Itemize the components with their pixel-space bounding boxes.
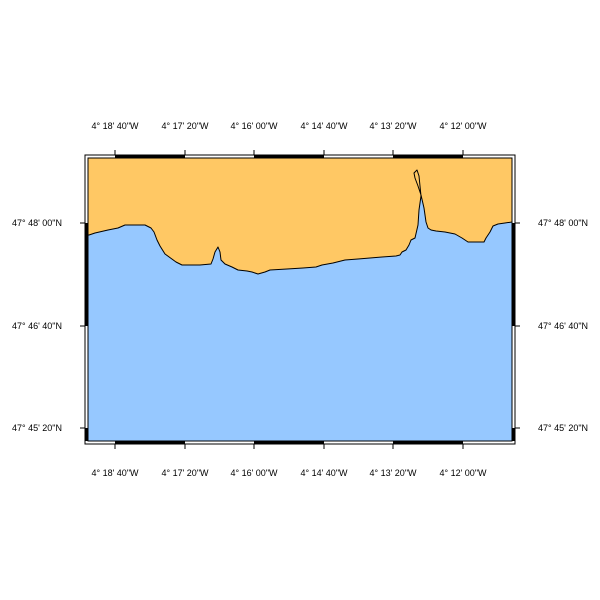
lon-label-bottom-4: 4° 14' 40"W bbox=[300, 468, 348, 478]
frame-border-right bbox=[512, 223, 515, 441]
lat-label-left-1: 47° 48' 00"N bbox=[12, 218, 62, 228]
lat-label-right-2: 47° 46' 40"N bbox=[538, 321, 588, 331]
lon-label-top-1: 4° 18' 40"W bbox=[91, 121, 139, 131]
lon-label-top-2: 4° 17' 20"W bbox=[161, 121, 209, 131]
land-area bbox=[87, 157, 513, 275]
lon-label-top-6: 4° 12' 00"W bbox=[439, 121, 487, 131]
lon-label-top-4: 4° 14' 40"W bbox=[300, 121, 348, 131]
lat-label-left-3: 47° 45' 20"N bbox=[12, 423, 62, 433]
lon-label-bottom-6: 4° 12' 00"W bbox=[439, 468, 487, 478]
lat-label-right-3: 47° 45' 20"N bbox=[538, 423, 588, 433]
frame-border-top bbox=[115, 155, 463, 158]
lon-label-bottom-3: 4° 16' 00"W bbox=[230, 468, 278, 478]
lon-label-bottom-5: 4° 13' 20"W bbox=[369, 468, 417, 478]
tick-marks bbox=[80, 150, 520, 449]
lon-label-top-5: 4° 13' 20"W bbox=[369, 121, 417, 131]
frame-border-left bbox=[85, 223, 88, 441]
lon-label-top-3: 4° 16' 00"W bbox=[230, 121, 278, 131]
lat-label-right-1: 47° 48' 00"N bbox=[538, 218, 588, 228]
lon-label-bottom-2: 4° 17' 20"W bbox=[161, 468, 209, 478]
lat-label-left-2: 47° 46' 40"N bbox=[12, 321, 62, 331]
lon-label-bottom-1: 4° 18' 40"W bbox=[91, 468, 139, 478]
frame-border-bottom bbox=[115, 441, 463, 444]
